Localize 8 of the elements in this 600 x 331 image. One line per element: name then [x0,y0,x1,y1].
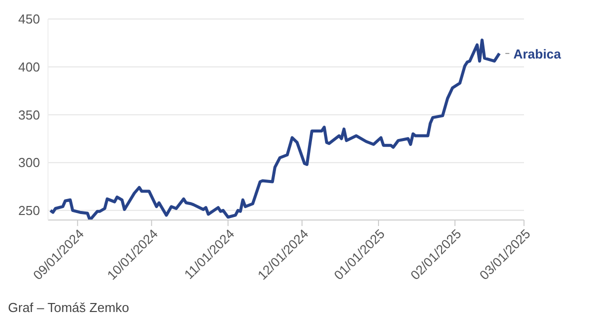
text: Graf – Tomáš Zemko [8,300,130,315]
y-tick-label: 350 [18,107,40,122]
series-label: Arabica [513,46,562,62]
y-tick-label: 300 [18,155,40,170]
y-tick-label: 400 [18,59,40,74]
y-tick-label: 450 [18,12,40,27]
line-series [48,38,501,220]
y-tick-label: 250 [18,203,40,218]
